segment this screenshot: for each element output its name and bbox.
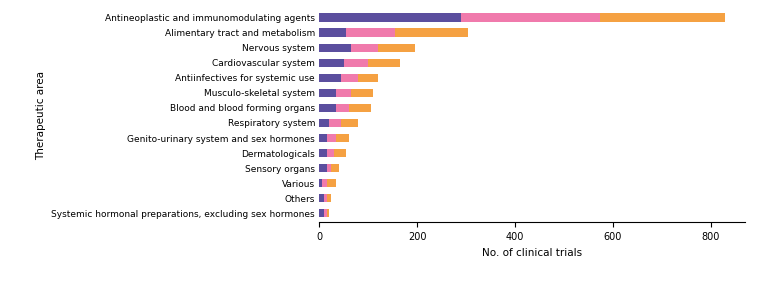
- Bar: [368, 59, 400, 67]
- X-axis label: No. of clinical trials: No. of clinical trials: [482, 248, 582, 258]
- Bar: [327, 149, 334, 157]
- Bar: [344, 59, 368, 67]
- Bar: [319, 119, 329, 127]
- Bar: [337, 89, 351, 97]
- Bar: [346, 28, 395, 37]
- Bar: [600, 13, 725, 22]
- Bar: [331, 164, 339, 172]
- Bar: [319, 134, 327, 142]
- Bar: [319, 13, 461, 22]
- Bar: [461, 13, 600, 22]
- Bar: [319, 104, 337, 112]
- Bar: [319, 28, 346, 37]
- Bar: [319, 194, 324, 202]
- Bar: [319, 149, 327, 157]
- Bar: [351, 44, 378, 52]
- Bar: [337, 134, 349, 142]
- Bar: [351, 89, 373, 97]
- Bar: [319, 74, 341, 82]
- Bar: [327, 179, 337, 187]
- Bar: [334, 149, 346, 157]
- Bar: [349, 104, 371, 112]
- Bar: [321, 179, 327, 187]
- Y-axis label: Therapeutic area: Therapeutic area: [36, 71, 46, 160]
- Bar: [319, 44, 351, 52]
- Bar: [319, 209, 324, 217]
- Bar: [378, 44, 415, 52]
- Bar: [319, 164, 327, 172]
- Bar: [327, 209, 329, 217]
- Bar: [358, 74, 378, 82]
- Bar: [319, 179, 321, 187]
- Bar: [319, 89, 337, 97]
- Bar: [324, 194, 327, 202]
- Bar: [341, 119, 358, 127]
- Bar: [324, 209, 327, 217]
- Bar: [319, 59, 344, 67]
- Bar: [327, 134, 337, 142]
- Bar: [395, 28, 468, 37]
- Bar: [337, 104, 349, 112]
- Bar: [341, 74, 358, 82]
- Bar: [329, 119, 341, 127]
- Bar: [327, 194, 331, 202]
- Bar: [327, 164, 331, 172]
